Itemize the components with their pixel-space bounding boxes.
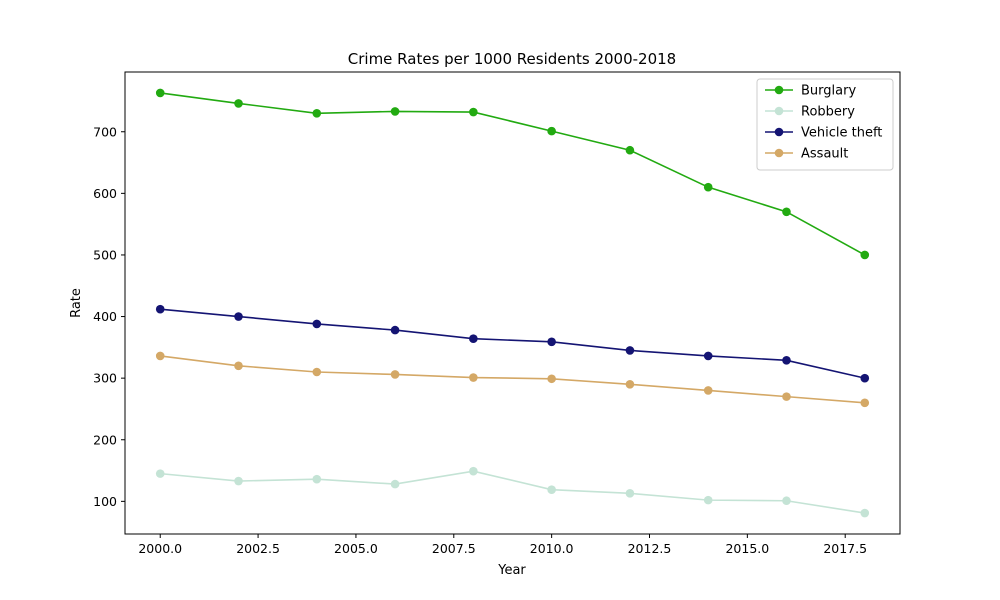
x-axis-ticks: 2000.0 2002.5 2005.0 2007.5 2010.0 2012.5 2015… xyxy=(138,534,867,556)
x-tick-label: 2010.0 xyxy=(530,541,574,556)
legend-marker xyxy=(774,85,784,95)
plot-frame xyxy=(124,71,901,535)
data-point-vehicle-theft xyxy=(547,337,556,347)
series-assault xyxy=(155,351,870,408)
data-point-assault xyxy=(312,367,322,377)
x-tick-label: 2015.0 xyxy=(725,541,769,556)
legend-box xyxy=(756,78,894,171)
x-tick-label: 2012.5 xyxy=(628,541,672,556)
data-point-burglary xyxy=(390,107,400,116)
x-tick-label: 2002.5 xyxy=(236,541,280,556)
y-tick-label: 500 xyxy=(93,247,117,262)
data-point-assault xyxy=(155,351,165,361)
y-tick-label: 400 xyxy=(93,309,117,324)
y-tick-label: 200 xyxy=(93,432,117,447)
x-tick-label: 2017.5 xyxy=(823,541,867,556)
data-point-assault xyxy=(625,380,635,389)
series-line-assault xyxy=(160,355,865,404)
series-line-robbery xyxy=(160,470,865,514)
series-burglary xyxy=(155,88,870,260)
data-point-assault xyxy=(469,373,478,382)
y-axis-ticks: 100 200 300 400 500 600 700 xyxy=(93,124,125,509)
x-tick-label: 2005.0 xyxy=(334,541,378,556)
data-point-vehicle-theft xyxy=(703,351,713,361)
data-point-assault xyxy=(703,386,713,395)
data-point-robbery xyxy=(155,469,165,478)
legend-label: Vehicle theft xyxy=(801,126,882,141)
data-point-robbery xyxy=(390,479,400,489)
legend-marker xyxy=(774,127,784,137)
y-axis-label: Rate xyxy=(69,288,84,318)
data-point-burglary xyxy=(234,99,243,108)
data-point-burglary xyxy=(860,250,870,260)
legend-marker xyxy=(774,106,784,116)
data-point-vehicle-theft xyxy=(469,334,478,344)
data-point-vehicle-theft xyxy=(860,373,870,383)
legend-entry-burglary: Burglary xyxy=(765,84,856,99)
data-point-burglary xyxy=(312,108,322,118)
data-point-vehicle-theft xyxy=(312,319,322,329)
legend-label: Assault xyxy=(801,147,848,162)
data-point-burglary xyxy=(469,107,478,117)
data-point-robbery xyxy=(860,508,870,518)
data-point-assault xyxy=(547,374,556,384)
data-point-vehicle-theft xyxy=(625,346,635,355)
x-tick-label: 2000.0 xyxy=(138,541,182,556)
x-tick-label: 2007.5 xyxy=(432,541,476,556)
legend-entry-robbery: Robbery xyxy=(765,105,855,120)
data-point-assault xyxy=(860,398,870,408)
data-point-robbery xyxy=(703,495,713,505)
legend-marker xyxy=(774,148,784,158)
chart-title: Crime Rates per 1000 Residents 2000-2018 xyxy=(348,50,676,68)
data-point-vehicle-theft xyxy=(782,355,791,365)
data-point-burglary xyxy=(625,145,635,155)
y-tick-label: 700 xyxy=(93,124,117,139)
data-point-robbery xyxy=(312,474,322,484)
data-point-robbery xyxy=(469,466,478,476)
legend-entry-vehicle-theft: Vehicle theft xyxy=(765,126,882,141)
data-point-robbery xyxy=(782,496,791,506)
y-tick-label: 600 xyxy=(93,186,117,201)
y-tick-label: 300 xyxy=(93,371,117,386)
data-point-burglary xyxy=(547,126,556,136)
data-point-assault xyxy=(234,361,243,371)
data-point-vehicle-theft xyxy=(155,304,165,314)
legend: Burglary Robbery Vehicle theft Assault xyxy=(756,78,894,171)
data-point-robbery xyxy=(234,476,243,486)
series-robbery xyxy=(155,466,870,518)
legend-label: Robbery xyxy=(801,105,855,120)
data-point-assault xyxy=(782,392,791,401)
plot-area xyxy=(155,88,870,518)
data-point-robbery xyxy=(547,485,556,494)
series-line-burglary xyxy=(160,92,866,256)
x-axis-label: Year xyxy=(497,563,526,578)
data-point-vehicle-theft xyxy=(234,312,243,321)
legend-entry-assault: Assault xyxy=(765,147,848,162)
data-point-vehicle-theft xyxy=(390,325,400,335)
data-point-robbery xyxy=(625,489,635,498)
data-point-burglary xyxy=(782,207,791,217)
data-point-burglary xyxy=(703,182,713,192)
series-vehicle-theft xyxy=(155,304,870,383)
data-point-burglary xyxy=(155,88,165,98)
legend-label: Burglary xyxy=(801,84,856,99)
series-line-vehicle-theft xyxy=(160,308,865,379)
data-point-assault xyxy=(390,370,400,379)
y-tick-label: 100 xyxy=(93,494,117,509)
